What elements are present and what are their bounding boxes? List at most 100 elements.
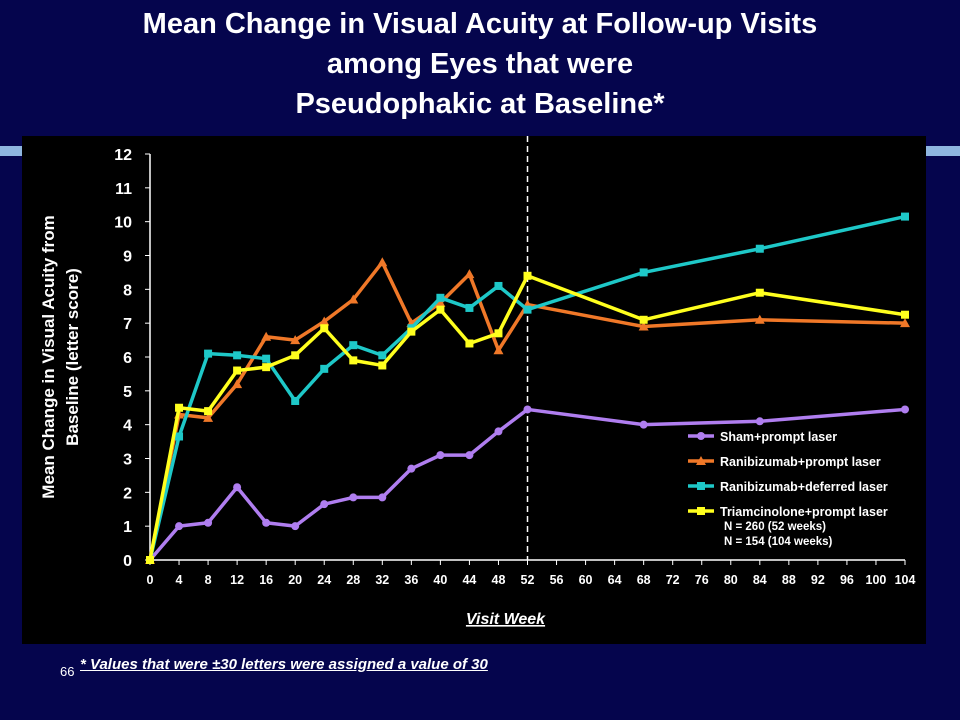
series-3-point: [755, 244, 764, 253]
y-tick-label: 7: [123, 316, 132, 333]
series-2-point: [435, 297, 446, 307]
x-tick-label: 12: [230, 573, 244, 587]
series-3-point: [465, 303, 474, 312]
series-3-point: [523, 305, 532, 314]
series-3-point: [291, 396, 300, 405]
title-line-3: Pseudophakic at Baseline*: [295, 88, 665, 120]
series-3-point: [175, 432, 184, 441]
series-1-point: [523, 405, 532, 414]
x-tick-label: 52: [521, 573, 535, 587]
x-tick-label: 92: [811, 573, 825, 587]
series-3-point: [436, 293, 445, 302]
series-2-point: [493, 345, 504, 355]
legend-marker: [697, 482, 705, 490]
x-tick-label: 44: [462, 573, 476, 587]
series-2-point: [348, 294, 359, 304]
y-tick-label: 11: [115, 181, 132, 198]
series-4-point: [146, 556, 154, 564]
chart-area: 0 1 2 3 4 5 6 7 8 9 10 11 12 0 4 8 12 16 20 24 28 32 36 40 44 48 5…: [22, 136, 926, 644]
sample-size-note: N = 260 (52 weeks): [724, 521, 826, 533]
legend-marker: [697, 432, 705, 440]
series-4-point: [233, 366, 242, 375]
series-4-point: [639, 315, 648, 324]
y-tick-label: 0: [123, 553, 132, 570]
x-tick-label: 8: [205, 573, 212, 587]
series-4-point: [436, 305, 445, 314]
series-2-point: [232, 379, 243, 389]
series-2-point: [754, 314, 765, 324]
series-1-point: [204, 518, 213, 527]
series-3-point: [378, 351, 387, 360]
x-tick-label: 104: [895, 573, 916, 587]
series-2-point: [464, 269, 475, 279]
accent-bar-right: [926, 146, 960, 156]
series-1-point: [291, 522, 300, 531]
x-tick-label: 0: [147, 573, 154, 587]
series-1-point: [378, 493, 387, 502]
x-tick-label: 84: [753, 573, 767, 587]
x-tick-label: 28: [346, 573, 360, 587]
legend-entry-label: Ranibizumab+deferred laser: [720, 480, 888, 494]
series-4-point: [175, 403, 184, 412]
series-1-point: [639, 420, 648, 429]
legend-entry-label: Sham+prompt laser: [720, 430, 837, 444]
y-tick-label: 8: [123, 282, 132, 299]
series-2-point: [638, 321, 649, 331]
series-4-point: [494, 329, 503, 338]
x-tick-label: 20: [288, 573, 302, 587]
x-tick-label: 56: [550, 573, 564, 587]
series-2-point: [290, 335, 301, 345]
x-axis-label: Visit Week: [466, 611, 546, 628]
series-1-point: [349, 493, 358, 502]
sample-size-note: N = 154 (104 weeks): [724, 536, 833, 548]
legend-marker: [697, 507, 705, 515]
legend-marker: [696, 456, 706, 465]
x-tick-label: 24: [317, 573, 331, 587]
series-4-point: [320, 324, 329, 333]
series-2-point: [261, 331, 272, 341]
x-tick-label: 68: [637, 573, 651, 587]
series-1-point: [755, 417, 764, 426]
accent-bar-left: [0, 146, 24, 156]
x-tick-label: 48: [492, 573, 506, 587]
page-number: 66: [60, 664, 75, 679]
series-4-point: [523, 271, 532, 280]
x-tick-label: 80: [724, 573, 738, 587]
x-tick-label: 32: [375, 573, 389, 587]
series-3-point: [349, 341, 358, 350]
series-1-point: [465, 451, 474, 460]
title-line-1: Mean Change in Visual Acuity at Follow-u…: [142, 8, 818, 40]
series-3-point: [204, 349, 213, 358]
series-1-point: [262, 518, 271, 527]
y-tick-label: 2: [123, 485, 132, 502]
series-2-point: [900, 318, 910, 328]
y-tick-label: 12: [114, 147, 132, 164]
series-2-point: [203, 412, 214, 422]
series-2-point: [319, 316, 330, 326]
x-tick-label: 40: [433, 573, 447, 587]
series-3-point: [233, 351, 242, 360]
x-tick-label: 96: [840, 573, 854, 587]
y-tick-label: 5: [123, 384, 132, 401]
x-tick-label: 4: [176, 573, 183, 587]
x-tick-label: 72: [666, 573, 680, 587]
legend-entry-label: Triamcinolone+prompt laser: [720, 505, 888, 519]
series-1-point: [320, 500, 329, 509]
series-4-point: [755, 288, 764, 297]
series-1-point: [901, 405, 909, 414]
series-1-point: [436, 451, 445, 460]
series-4-point: [378, 361, 387, 370]
series-3-point: [639, 268, 648, 277]
series-4-point: [291, 351, 300, 360]
x-tick-label: 36: [404, 573, 418, 587]
series-3-point: [262, 354, 271, 363]
series-3-point: [494, 281, 503, 290]
series-4-point: [465, 339, 474, 348]
x-tick-label: 76: [695, 573, 709, 587]
x-tick-label: 88: [782, 573, 796, 587]
y-axis-label-line: Mean Change in Visual Acuity from: [39, 215, 58, 498]
title-line-2: among Eyes that were: [326, 48, 634, 80]
x-tick-label: 16: [259, 573, 273, 587]
y-tick-label: 1: [123, 519, 132, 536]
x-tick-label: 60: [579, 573, 593, 587]
